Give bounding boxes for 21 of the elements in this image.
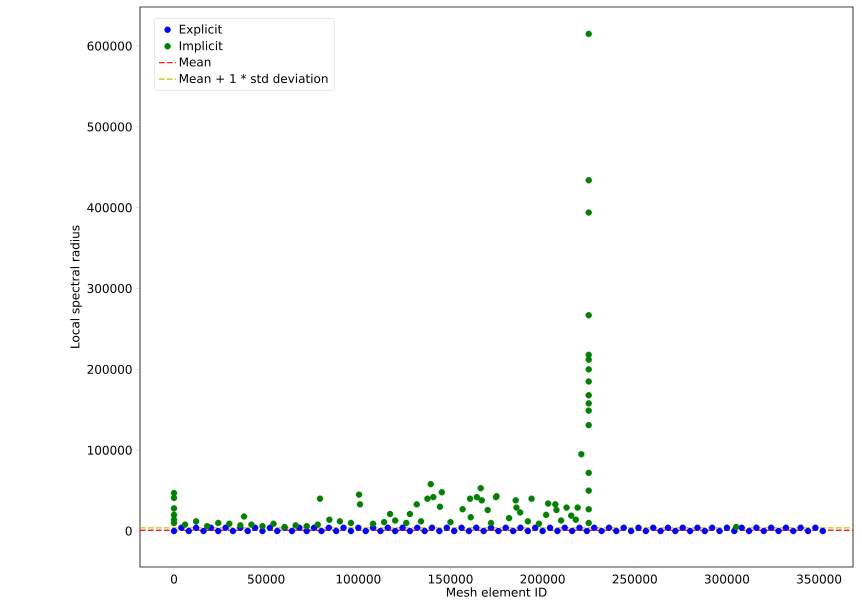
y-tick-label: 0 [126, 526, 132, 536]
x-tick-label: 100000 [336, 574, 380, 584]
y-tick-label: 400000 [87, 203, 132, 212]
x-tick-label: 150000 [428, 574, 473, 584]
x-tick-label: 200000 [520, 574, 565, 584]
y-tick-label: 500000 [88, 122, 132, 132]
x-tick-label: 0 [170, 574, 178, 584]
y-tick-label: 100000 [88, 446, 132, 455]
x-tick-label: 50000 [248, 574, 284, 584]
x-axis-title: Mesh element ID [446, 587, 547, 597]
y-tick-label: 600000 [88, 42, 132, 51]
legend-label: Implicit [180, 40, 223, 53]
x-tick-label: 250000 [612, 574, 657, 584]
legend-label: Mean [180, 58, 210, 67]
y-tick-label: 300000 [88, 284, 132, 294]
x-tick-label: 350000 [797, 574, 842, 584]
y-axis-title: Local spectral radius [70, 226, 82, 348]
y-tick-label: 200000 [88, 364, 132, 374]
legend-label: Mean + 1 * std deviation [180, 74, 328, 84]
legend-label: Explicit [180, 24, 222, 36]
x-tick-label: 300000 [704, 574, 750, 584]
